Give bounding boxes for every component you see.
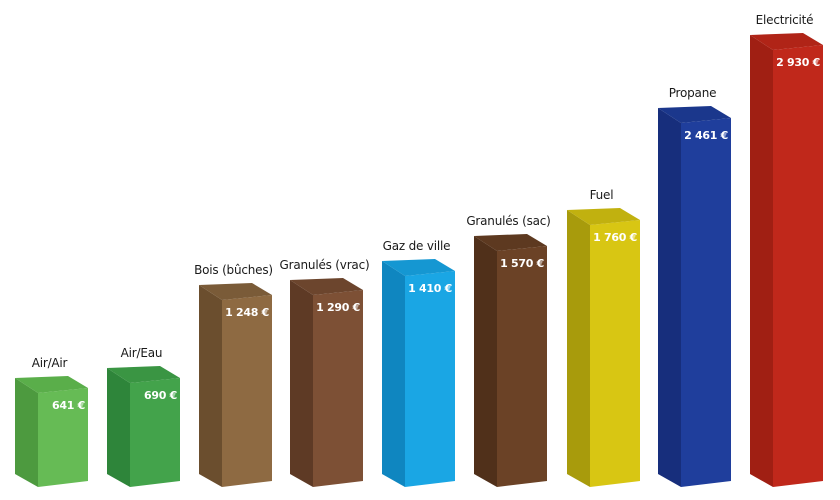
bar-side-face: [382, 261, 405, 487]
bar-category-label: Air/Air: [31, 356, 68, 370]
bar-category-label: Bois (bûches): [194, 263, 273, 277]
bar-side-face: [290, 280, 313, 487]
bar-front-face: [130, 378, 180, 487]
bar-front-face: [590, 220, 640, 487]
bar-top-face: [15, 376, 88, 393]
bar-side-face: [750, 35, 773, 487]
bar-front-face: [681, 118, 731, 487]
bar-value-label: 2 461 €: [684, 129, 728, 142]
bar-front-face: [222, 295, 272, 487]
bar-value-label: 2 930 €: [776, 56, 820, 69]
bar-value-label: 690 €: [144, 389, 177, 402]
bar-value-label: 1 410 €: [408, 282, 452, 295]
bar-category-label: Fuel: [589, 188, 614, 202]
bar-value-label: 1 290 €: [316, 301, 360, 314]
bar-side-face: [658, 108, 681, 487]
bar-side-face: [199, 285, 222, 487]
bar-category-label: Electricité: [755, 13, 814, 27]
bar-front-face: [497, 246, 547, 487]
bar-top-face: [658, 106, 731, 123]
bar-top-face: [567, 208, 640, 225]
bar-value-label: 1 570 €: [500, 257, 544, 270]
bar-category-label: Granulés (vrac): [279, 258, 370, 272]
bar-value-label: 1 760 €: [593, 231, 637, 244]
bar-category-label: Gaz de ville: [382, 239, 451, 253]
bar-side-face: [107, 368, 130, 487]
bar-category-label: Granulés (sac): [466, 214, 551, 228]
bar-side-face: [15, 378, 38, 487]
bar-front-face: [313, 290, 363, 487]
bar-value-label: 1 248 €: [225, 306, 269, 319]
bar-top-face: [290, 278, 363, 295]
bar-value-label: 641 €: [52, 399, 85, 412]
bar-side-face: [474, 236, 497, 487]
bar-category-label: Propane: [668, 86, 717, 100]
bar-front-face: [773, 45, 823, 487]
bar-top-face: [750, 33, 823, 50]
bar-top-face: [107, 366, 180, 383]
bar-front-face: [38, 388, 88, 487]
bar-front-face: [405, 271, 455, 487]
bar-category-label: Air/Eau: [120, 346, 163, 360]
bar-top-face: [474, 234, 547, 251]
bar-top-face: [199, 283, 272, 300]
bar-top-face: [382, 259, 455, 276]
bar-side-face: [567, 210, 590, 487]
